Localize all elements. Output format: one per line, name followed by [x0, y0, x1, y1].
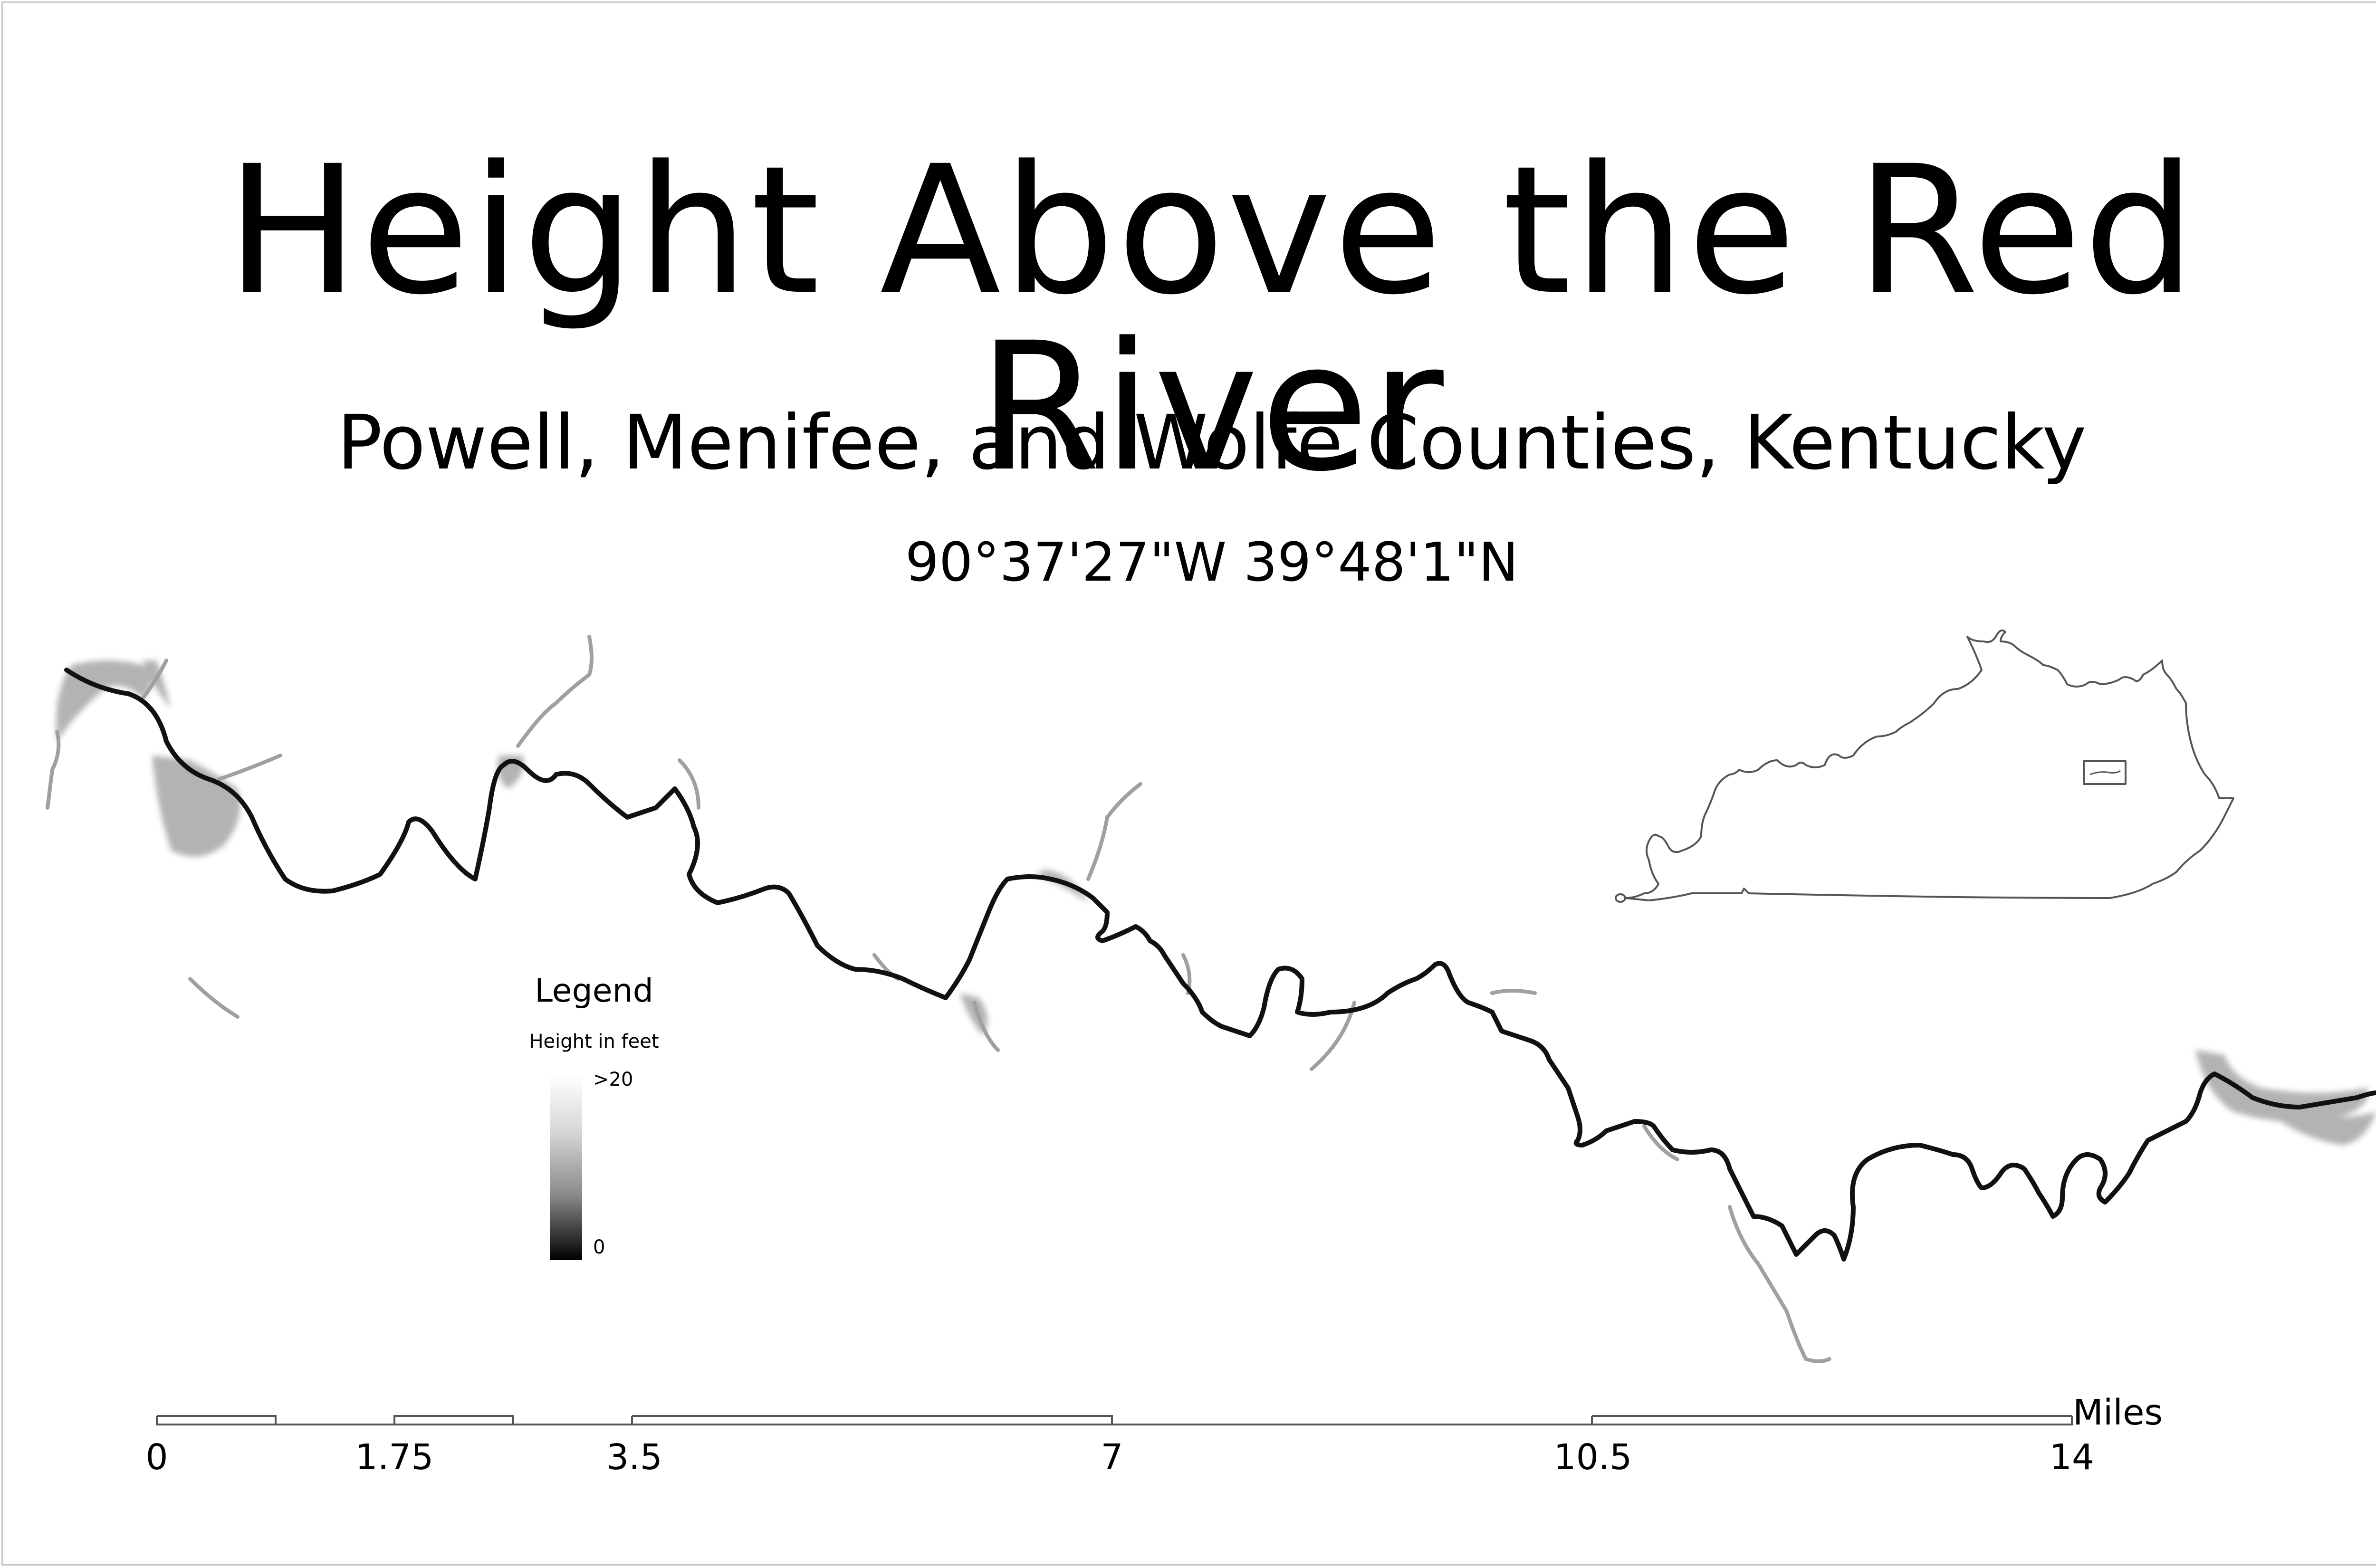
map-subtitle: Powell, Menifee, and Wolfe Counties, Ken… — [337, 399, 2087, 487]
scale-tick-2: 3.5 — [606, 1437, 662, 1478]
legend-min-label: 0 — [593, 1236, 605, 1258]
legend-title: Legend — [535, 972, 653, 1010]
scale-bar — [156, 1415, 2073, 1425]
tributaries — [46, 635, 1831, 1363]
legend-color-ramp — [550, 1075, 582, 1260]
legend-max-label: >20 — [593, 1069, 633, 1090]
legend-subtitle: Height in feet — [529, 1031, 659, 1052]
map-title: Height Above the Red River — [226, 128, 2198, 510]
scale-tick-1: 1.75 — [355, 1437, 434, 1478]
red-river-channel — [64, 668, 2376, 1262]
scale-tick-3: 7 — [1101, 1437, 1123, 1478]
floodplain-shading — [56, 660, 2376, 1145]
scale-units: Miles — [2073, 1392, 2163, 1433]
scale-tick-5: 14 — [2049, 1437, 2095, 1478]
kentucky-inset-map — [1615, 629, 2234, 903]
inset-river-mark — [2089, 770, 2121, 775]
scale-tick-0: 0 — [145, 1437, 168, 1478]
map-coordinates: 90°37'27"W 39°48'1"N — [905, 532, 1519, 593]
scale-tick-4: 10.5 — [1553, 1437, 1632, 1478]
